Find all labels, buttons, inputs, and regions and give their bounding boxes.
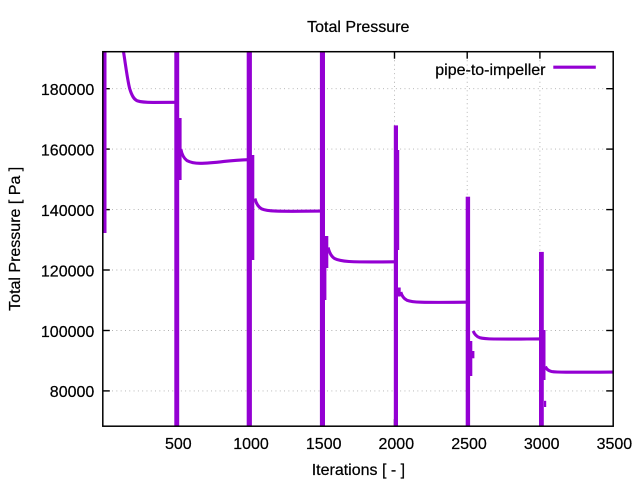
svg-text:2000: 2000: [379, 436, 415, 453]
svg-text:140000: 140000: [41, 203, 94, 220]
svg-text:3500: 3500: [597, 436, 633, 453]
svg-text:1000: 1000: [233, 436, 269, 453]
svg-text:2500: 2500: [451, 436, 487, 453]
svg-text:100000: 100000: [41, 324, 94, 341]
svg-text:Total Pressure: Total Pressure: [307, 19, 409, 36]
svg-text:3000: 3000: [524, 436, 560, 453]
svg-text:Iterations [ - ]: Iterations [ - ]: [312, 462, 405, 479]
svg-text:120000: 120000: [41, 263, 94, 280]
svg-text:500: 500: [165, 436, 192, 453]
svg-text:1500: 1500: [306, 436, 342, 453]
svg-text:160000: 160000: [41, 142, 94, 159]
svg-text:pipe-to-impeller: pipe-to-impeller: [435, 62, 546, 79]
svg-text:Total Pressure [ Pa ]: Total Pressure [ Pa ]: [7, 167, 24, 311]
svg-text:180000: 180000: [41, 82, 94, 99]
svg-text:80000: 80000: [50, 384, 95, 401]
